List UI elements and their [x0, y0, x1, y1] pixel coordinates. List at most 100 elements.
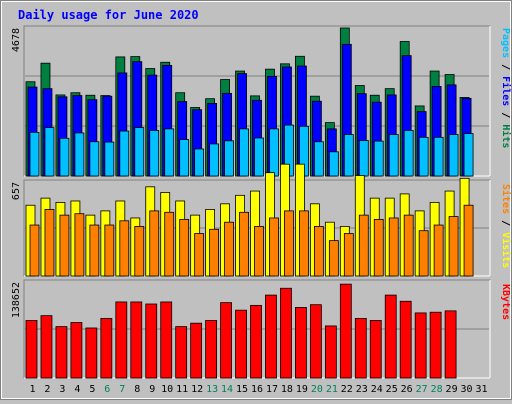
bar-sites-day-21 — [328, 240, 339, 277]
x-tick-label: 9 — [149, 384, 155, 395]
bar-sites-day-11 — [179, 218, 190, 277]
bar-sites-day-10 — [164, 211, 175, 277]
bar-kbytes-day-12 — [190, 322, 203, 379]
bar-sites-day-19 — [299, 210, 309, 277]
x-tick-label: 22 — [341, 384, 353, 395]
right-legend-pages-files-hits: Pages / Files / Hits — [500, 28, 512, 148]
bar-pages-day-23 — [358, 140, 369, 177]
bar-kbytes-day-16 — [250, 304, 262, 379]
bar-pages-day-9 — [149, 130, 160, 177]
bar-sites-day-26 — [403, 214, 414, 277]
x-tick-label: 25 — [386, 384, 398, 395]
bar-sites-day-4 — [74, 213, 85, 277]
bar-kbytes-day-20 — [309, 304, 322, 379]
bar-pages-day-27 — [418, 136, 429, 177]
right-legend-visits-sites: Sites / Visits — [500, 184, 512, 268]
bar-kbytes-day-27 — [414, 312, 427, 379]
bar-kbytes-day-23 — [354, 317, 367, 379]
bar-sites-day-1 — [29, 224, 40, 277]
bar-pages-day-21 — [328, 151, 339, 177]
x-tick-label: 3 — [59, 384, 65, 395]
x-tick-label: 13 — [206, 384, 218, 395]
bar-sites-day-22 — [343, 233, 354, 277]
bar-pages-day-11 — [179, 139, 190, 177]
bar-pages-day-24 — [373, 140, 384, 177]
x-tick-label: 15 — [236, 384, 248, 395]
bar-kbytes-day-8 — [130, 301, 143, 379]
legend-sites: Sites — [500, 184, 512, 214]
bar-pages-day-30 — [463, 133, 474, 177]
bar-sites-day-28 — [433, 224, 444, 277]
legend-visits: Visits — [500, 232, 512, 268]
bar-pages-day-7 — [119, 130, 130, 177]
legend-pages: Pages — [500, 28, 511, 58]
bar-sites-day-18 — [284, 210, 294, 277]
bar-kbytes-day-11 — [175, 326, 188, 379]
bar-sites-day-17 — [269, 217, 279, 277]
y-max-label-kbytes: 138652 — [11, 282, 22, 318]
bar-pages-day-20 — [313, 141, 324, 177]
bar-pages-day-8 — [134, 127, 145, 177]
bar-sites-day-15 — [239, 211, 249, 277]
bar-sites-day-30 — [463, 204, 474, 277]
bar-kbytes-day-14 — [220, 302, 232, 379]
bar-kbytes-day-7 — [115, 301, 128, 379]
bar-kbytes-day-2 — [40, 315, 53, 379]
bar-sites-day-29 — [448, 216, 459, 277]
bar-sites-day-2 — [44, 209, 55, 277]
x-tick-label: 27 — [416, 384, 428, 395]
bar-kbytes-day-25 — [384, 294, 397, 379]
bar-kbytes-day-13 — [205, 320, 218, 379]
chart-title: Daily usage for June 2020 — [18, 8, 199, 22]
bar-sites-day-23 — [358, 214, 369, 277]
bar-sites-day-12 — [194, 233, 205, 277]
bar-kbytes-day-22 — [339, 283, 352, 379]
bar-pages-day-4 — [74, 132, 85, 177]
bar-kbytes-day-3 — [55, 326, 68, 379]
bar-pages-day-6 — [104, 141, 115, 177]
x-tick-label: 18 — [281, 384, 293, 395]
x-tick-label: 19 — [296, 384, 308, 395]
y-max-label-pages-files-hits: 4678 — [11, 28, 22, 52]
x-tick-label: 6 — [104, 384, 110, 395]
legend-separator: / — [500, 58, 511, 76]
bar-sites-day-6 — [104, 224, 115, 277]
bar-pages-day-14 — [224, 140, 234, 177]
bar-kbytes-day-4 — [70, 322, 83, 379]
bar-sites-day-16 — [254, 226, 264, 277]
bar-kbytes-day-10 — [160, 301, 173, 379]
bar-pages-day-17 — [269, 128, 279, 177]
bar-kbytes-day-18 — [280, 287, 292, 379]
bar-kbytes-day-21 — [324, 325, 337, 379]
bar-sites-day-9 — [149, 210, 160, 277]
bar-sites-day-14 — [224, 221, 234, 277]
x-tick-label: 1 — [29, 384, 35, 395]
bar-sites-day-8 — [134, 226, 145, 277]
bar-sites-day-25 — [388, 217, 399, 277]
right-legend-kbytes: KBytes — [500, 284, 511, 320]
legend-separator: / — [500, 106, 511, 124]
bar-kbytes-day-26 — [399, 300, 412, 379]
x-tick-label: 2 — [44, 384, 50, 395]
bar-pages-day-3 — [59, 137, 70, 177]
bar-pages-day-12 — [194, 148, 205, 177]
bar-pages-day-2 — [44, 127, 55, 177]
bar-sites-day-7 — [119, 220, 130, 277]
bar-kbytes-day-1 — [25, 320, 38, 379]
legend-separator: / — [500, 214, 511, 232]
bar-kbytes-day-29 — [444, 310, 457, 379]
x-tick-label: 21 — [326, 384, 338, 395]
bar-pages-day-25 — [388, 134, 399, 177]
bar-pages-day-16 — [254, 137, 264, 177]
bar-pages-day-15 — [239, 128, 249, 177]
bar-kbytes-day-28 — [429, 311, 442, 379]
x-tick-label: 12 — [191, 384, 203, 395]
x-tick-label: 10 — [161, 384, 173, 395]
bar-kbytes-day-9 — [145, 303, 158, 379]
legend-files: Files — [500, 76, 512, 106]
x-tick-label: 17 — [266, 384, 278, 395]
x-tick-label: 26 — [401, 384, 413, 395]
bar-sites-day-3 — [59, 214, 70, 277]
bar-sites-day-5 — [89, 224, 100, 277]
